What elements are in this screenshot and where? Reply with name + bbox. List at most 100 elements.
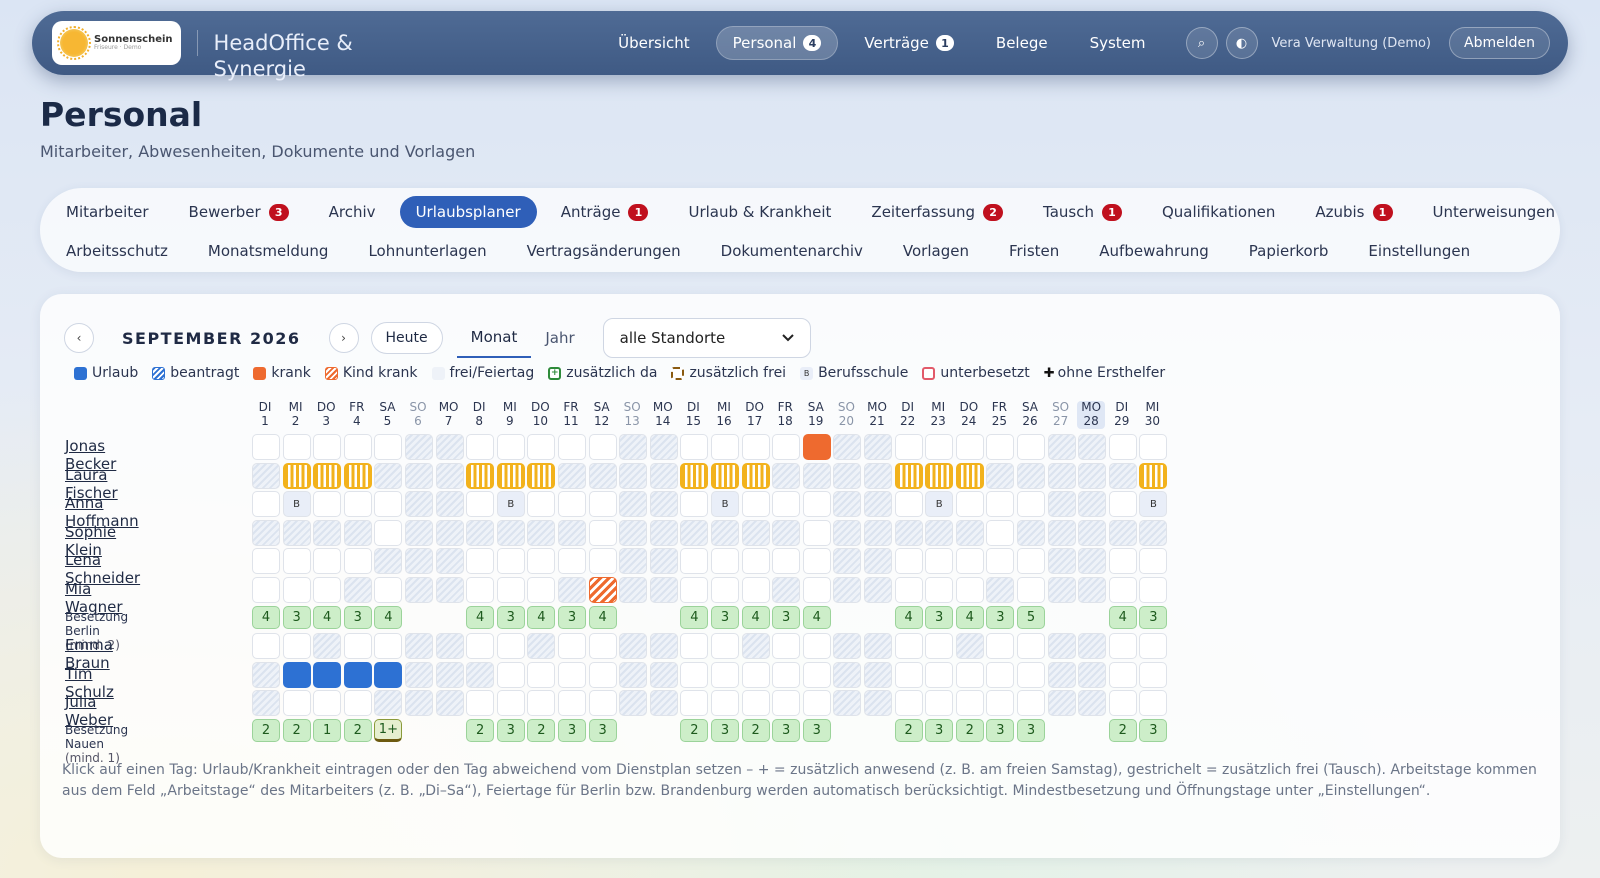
- day-cell-free[interactable]: [405, 661, 433, 688]
- day-cell-free[interactable]: [833, 462, 862, 489]
- prev-month-button[interactable]: ‹: [64, 323, 94, 353]
- tab-mitarbeiter[interactable]: Mitarbeiter: [50, 196, 165, 228]
- employee-name-link[interactable]: Emma Braun: [65, 636, 113, 672]
- employee-name-link[interactable]: Anna Hoffmann: [65, 494, 139, 530]
- tab-fristen[interactable]: Fristen: [993, 235, 1075, 267]
- day-cell[interactable]: [986, 690, 1015, 716]
- day-cell-free[interactable]: [649, 462, 678, 489]
- tab-urlaub-krankheit[interactable]: Urlaub & Krankheit: [672, 196, 847, 228]
- day-cell-free[interactable]: [649, 434, 678, 460]
- day-cell-free[interactable]: [435, 434, 464, 460]
- day-cell[interactable]: [527, 548, 556, 574]
- company-logo[interactable]: Sonnenschein Friseure · Demo: [52, 21, 181, 65]
- day-cell-free[interactable]: [649, 690, 678, 716]
- day-cell-vacation[interactable]: [374, 661, 403, 688]
- day-cell-free[interactable]: [619, 633, 648, 659]
- day-cell[interactable]: [374, 633, 403, 659]
- day-cell[interactable]: [343, 548, 372, 574]
- day-cell[interactable]: [558, 548, 586, 574]
- day-cell-free[interactable]: [833, 690, 862, 716]
- day-cell[interactable]: [802, 690, 831, 716]
- day-cell[interactable]: [680, 576, 709, 603]
- day-cell[interactable]: [955, 576, 984, 603]
- day-cell[interactable]: [252, 633, 280, 659]
- day-cell[interactable]: [496, 661, 525, 688]
- day-cell-free[interactable]: [588, 462, 617, 489]
- day-cell-free[interactable]: [1078, 491, 1107, 517]
- day-cell-free[interactable]: [1047, 548, 1076, 574]
- day-cell-free[interactable]: [619, 519, 648, 546]
- day-cell[interactable]: [1017, 661, 1045, 688]
- day-cell[interactable]: [680, 633, 709, 659]
- day-cell[interactable]: [466, 434, 495, 460]
- day-cell[interactable]: [711, 661, 739, 688]
- day-cell-extra[interactable]: [955, 462, 984, 489]
- day-cell-free[interactable]: [405, 434, 433, 460]
- day-cell[interactable]: [711, 633, 739, 659]
- day-cell-free[interactable]: [466, 661, 495, 688]
- day-cell[interactable]: [588, 434, 617, 460]
- day-cell-free[interactable]: [1017, 462, 1045, 489]
- day-cell-free[interactable]: [1047, 690, 1076, 716]
- day-cell-extra[interactable]: [527, 462, 556, 489]
- view-year-tab[interactable]: Jahr: [545, 329, 575, 347]
- nav-item-system[interactable]: System: [1074, 27, 1162, 59]
- day-cell[interactable]: [313, 690, 342, 716]
- logout-button[interactable]: Abmelden: [1449, 27, 1550, 59]
- day-cell-free[interactable]: [1047, 434, 1076, 460]
- tab-vertragsänderungen[interactable]: Vertragsänderungen: [511, 235, 697, 267]
- day-cell[interactable]: [925, 661, 954, 688]
- day-cell-extra[interactable]: [496, 462, 525, 489]
- day-cell[interactable]: [1017, 548, 1045, 574]
- day-cell-free[interactable]: [741, 633, 770, 659]
- day-cell-free[interactable]: [527, 519, 556, 546]
- view-month-tab[interactable]: Monat: [456, 318, 532, 358]
- day-cell-free[interactable]: [864, 519, 892, 546]
- day-cell[interactable]: [252, 576, 280, 603]
- tab-azubis[interactable]: Azubis 1: [1299, 196, 1408, 228]
- day-cell-free[interactable]: [864, 690, 892, 716]
- day-cell[interactable]: [1139, 633, 1168, 659]
- day-cell[interactable]: [772, 491, 801, 517]
- day-cell[interactable]: [986, 491, 1015, 517]
- day-cell-free[interactable]: [649, 633, 678, 659]
- day-cell[interactable]: [955, 434, 984, 460]
- day-cell-free[interactable]: [1017, 519, 1045, 546]
- day-cell-free[interactable]: [833, 633, 862, 659]
- day-cell[interactable]: [986, 548, 1015, 574]
- day-cell[interactable]: [374, 519, 403, 546]
- day-cell-free[interactable]: [1078, 434, 1107, 460]
- day-cell[interactable]: [741, 491, 770, 517]
- day-cell-free[interactable]: [772, 519, 801, 546]
- day-cell-extra[interactable]: [711, 462, 739, 489]
- day-cell[interactable]: [680, 548, 709, 574]
- day-cell[interactable]: [680, 690, 709, 716]
- day-cell[interactable]: [496, 690, 525, 716]
- day-cell-vocational-school[interactable]: B: [925, 491, 954, 517]
- day-cell-free[interactable]: [558, 519, 586, 546]
- day-cell[interactable]: [1139, 576, 1168, 603]
- location-select[interactable]: alle Standorte: [602, 318, 811, 358]
- day-cell[interactable]: [252, 548, 280, 574]
- day-cell-free[interactable]: [649, 661, 678, 688]
- day-cell[interactable]: [558, 434, 586, 460]
- day-cell-free[interactable]: [405, 690, 433, 716]
- day-cell[interactable]: [711, 548, 739, 574]
- day-cell-vacation[interactable]: [313, 661, 342, 688]
- employee-name-link[interactable]: Mia Wagner: [65, 579, 123, 616]
- day-cell[interactable]: [711, 690, 739, 716]
- day-cell[interactable]: [802, 519, 831, 546]
- day-cell[interactable]: [252, 491, 280, 517]
- day-cell[interactable]: [1108, 434, 1137, 460]
- day-cell[interactable]: [925, 548, 954, 574]
- nav-item-übersicht[interactable]: Übersicht: [602, 27, 706, 59]
- day-cell[interactable]: [558, 491, 586, 517]
- day-cell[interactable]: [986, 661, 1015, 688]
- day-cell-free[interactable]: [649, 491, 678, 517]
- day-cell-free[interactable]: [435, 519, 464, 546]
- day-cell-extra[interactable]: [313, 462, 342, 489]
- day-cell[interactable]: [1017, 690, 1045, 716]
- day-cell-extra[interactable]: [680, 462, 709, 489]
- day-cell[interactable]: [741, 434, 770, 460]
- day-cell[interactable]: [343, 434, 372, 460]
